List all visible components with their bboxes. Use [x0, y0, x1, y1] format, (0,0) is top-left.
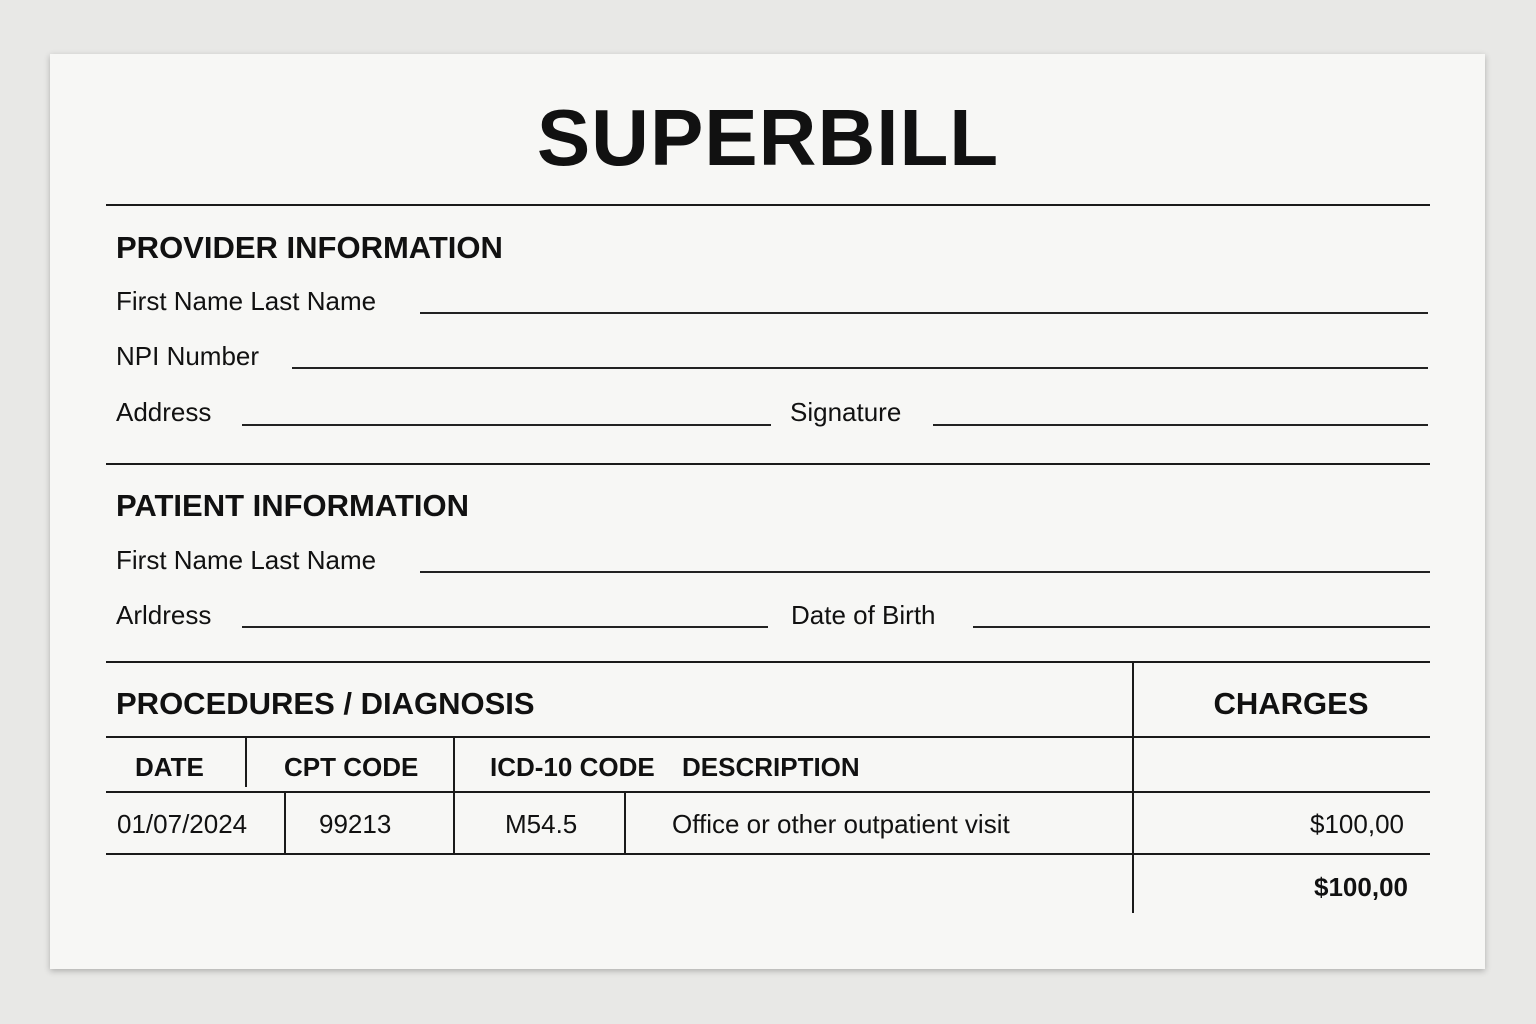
- procedures-heading: PROCEDURES / DIAGNOSIS: [116, 686, 535, 721]
- charges-heading: CHARGES: [1213, 686, 1369, 721]
- row-cpt: 99213: [319, 809, 392, 839]
- signature-label: Signature: [790, 397, 902, 427]
- patient-address-field[interactable]: [242, 626, 768, 628]
- row-charge: $100,00: [1310, 809, 1404, 839]
- npi-field[interactable]: [292, 367, 1428, 369]
- provider-name-field[interactable]: [420, 312, 1428, 314]
- column-header-date: DATE: [135, 752, 204, 782]
- table-rule: [106, 791, 1430, 793]
- column-header-description: DESCRIPTION: [682, 752, 860, 782]
- total-charge: $100,00: [1314, 872, 1408, 902]
- superbill-document: [50, 54, 1485, 969]
- patient-heading: PATIENT INFORMATION: [116, 488, 470, 523]
- row-icd10: M54.5: [505, 809, 578, 839]
- divider: [106, 204, 1430, 206]
- table-rule: [106, 853, 1430, 855]
- provider-heading: PROVIDER INFORMATION: [116, 230, 503, 265]
- column-divider: [245, 737, 247, 787]
- column-divider: [624, 792, 626, 853]
- provider-address-field[interactable]: [242, 424, 771, 426]
- divider: [106, 661, 1430, 663]
- patient-name-label: First Name Last Name: [116, 545, 377, 575]
- document-title: SUPERBILL: [536, 93, 1000, 182]
- charges-column-divider: [1132, 662, 1134, 913]
- row-description: Office or other outpatient visit: [672, 809, 1010, 839]
- dob-label: Date of Birth: [791, 600, 936, 630]
- column-divider: [284, 792, 286, 853]
- provider-address-label: Address: [116, 397, 212, 427]
- divider: [106, 463, 1430, 465]
- row-date: 01/07/2024: [117, 809, 248, 839]
- npi-label: NPI Number: [116, 341, 260, 371]
- provider-name-label: First Name Last Name: [116, 286, 377, 316]
- column-header-icd10: ICD-10 CODE: [490, 752, 655, 782]
- patient-address-label: Arldress: [116, 600, 212, 630]
- column-header-cpt: CPT CODE: [284, 752, 419, 782]
- column-divider: [453, 737, 455, 853]
- dob-field[interactable]: [973, 626, 1430, 628]
- table-rule: [106, 736, 1430, 738]
- patient-name-field[interactable]: [420, 571, 1430, 573]
- signature-field[interactable]: [933, 424, 1428, 426]
